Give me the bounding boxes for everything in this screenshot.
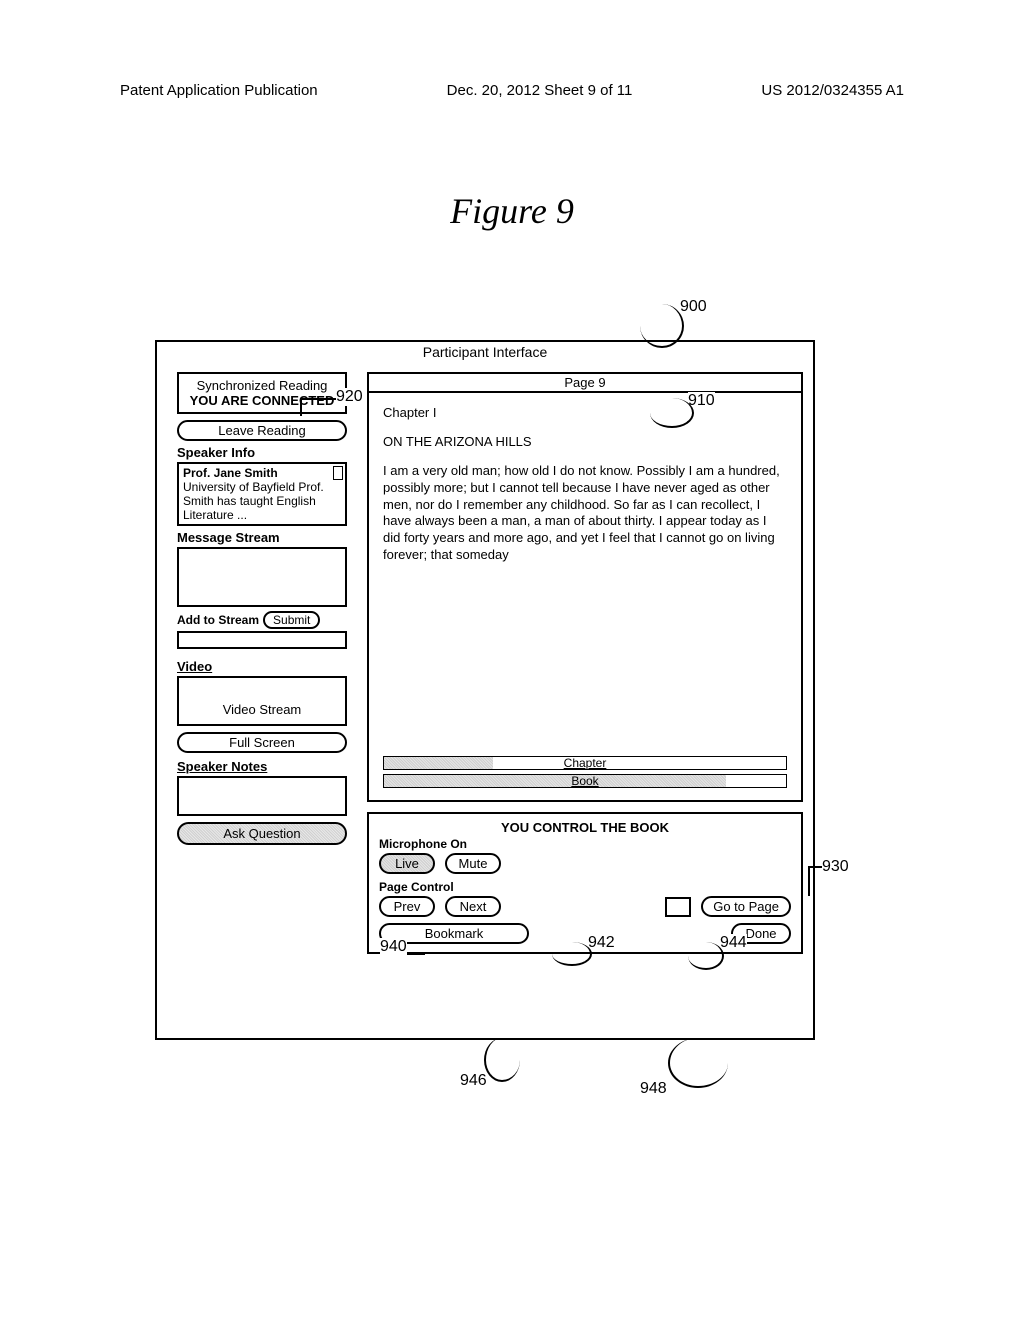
ref-948: 948	[640, 1080, 667, 1098]
ref-940: 940	[380, 938, 407, 956]
pub-label: Patent Application Publication	[120, 82, 318, 99]
ref-930: 930	[822, 858, 849, 876]
speaker-notes-label: Speaker Notes	[177, 759, 347, 774]
leave-reading-button[interactable]: Leave Reading	[177, 420, 347, 441]
add-to-stream-label: Add to Stream	[177, 613, 259, 627]
lead-948	[668, 1038, 728, 1088]
date-sheet: Dec. 20, 2012 Sheet 9 of 11	[447, 82, 633, 99]
lead-946	[484, 1038, 520, 1082]
page-number: Page 9	[369, 374, 801, 393]
figure-title: Figure 9	[0, 190, 1024, 232]
page-control-label: Page Control	[379, 880, 791, 894]
prev-button[interactable]: Prev	[379, 896, 435, 917]
lead-930	[808, 866, 822, 868]
ref-942: 942	[588, 934, 615, 952]
video-stream-text: Video Stream	[223, 702, 302, 717]
submit-button[interactable]: Submit	[263, 611, 320, 629]
chapter-label: Chapter I	[383, 405, 787, 422]
speaker-bio: University of Bayfield Prof. Smith has t…	[183, 480, 341, 522]
scrollbar-thumb[interactable]	[333, 466, 343, 480]
lead-920	[300, 398, 336, 400]
next-button[interactable]: Next	[445, 896, 501, 917]
connected-label: YOU ARE CONNECTED	[185, 393, 339, 408]
chapter-progress-label: Chapter	[564, 756, 607, 770]
book-progress-label: Book	[571, 774, 598, 788]
lead-910	[650, 398, 694, 428]
message-stream-label: Message Stream	[177, 530, 347, 545]
video-stream-box: Video Stream	[177, 676, 347, 726]
sync-status-box: Synchronized Reading YOU ARE CONNECTED	[177, 372, 347, 414]
page-input[interactable]	[665, 897, 691, 917]
mic-label: Microphone On	[379, 837, 791, 851]
ref-900: 900	[680, 298, 707, 316]
chapter-progress[interactable]: Chapter	[383, 756, 787, 770]
ref-920: 920	[336, 388, 363, 406]
goto-page-button[interactable]: Go to Page	[701, 896, 791, 917]
chapter-subtitle: ON THE ARIZONA HILLS	[383, 434, 787, 451]
speaker-info-box: Prof. Jane Smith University of Bayfield …	[177, 462, 347, 526]
lead-920b	[300, 398, 302, 416]
full-screen-button[interactable]: Full Screen	[177, 732, 347, 753]
ref-944: 944	[720, 934, 747, 952]
speaker-info-label: Speaker Info	[177, 445, 347, 460]
pub-number: US 2012/0324355 A1	[761, 82, 904, 99]
sync-reading-label: Synchronized Reading	[185, 378, 339, 393]
mute-button[interactable]: Mute	[445, 853, 501, 874]
speaker-notes-box	[177, 776, 347, 816]
control-panel: YOU CONTROL THE BOOK Microphone On Live …	[367, 812, 803, 954]
page-body-text: I am a very old man; how old I do not kn…	[383, 463, 787, 564]
left-panel: Synchronized Reading YOU ARE CONNECTED L…	[157, 366, 357, 1038]
book-page-box: Page 9 Chapter I ON THE ARIZONA HILLS I …	[367, 372, 803, 802]
message-stream-box	[177, 547, 347, 607]
stream-input[interactable]	[177, 631, 347, 649]
lead-930b	[808, 866, 810, 896]
video-label: Video	[177, 659, 347, 674]
interface-title: Participant Interface	[157, 342, 813, 366]
speaker-name: Prof. Jane Smith	[183, 466, 341, 480]
lead-940	[407, 953, 425, 955]
control-title: YOU CONTROL THE BOOK	[379, 820, 791, 835]
participant-interface: Participant Interface Synchronized Readi…	[155, 340, 815, 1040]
page-header: Patent Application Publication Dec. 20, …	[0, 82, 1024, 99]
lead-942	[552, 942, 592, 966]
ref-946: 946	[460, 1072, 487, 1090]
lead-944	[688, 942, 724, 970]
ask-question-button[interactable]: Ask Question	[177, 822, 347, 845]
live-button[interactable]: Live	[379, 853, 435, 874]
book-progress[interactable]: Book	[383, 774, 787, 788]
